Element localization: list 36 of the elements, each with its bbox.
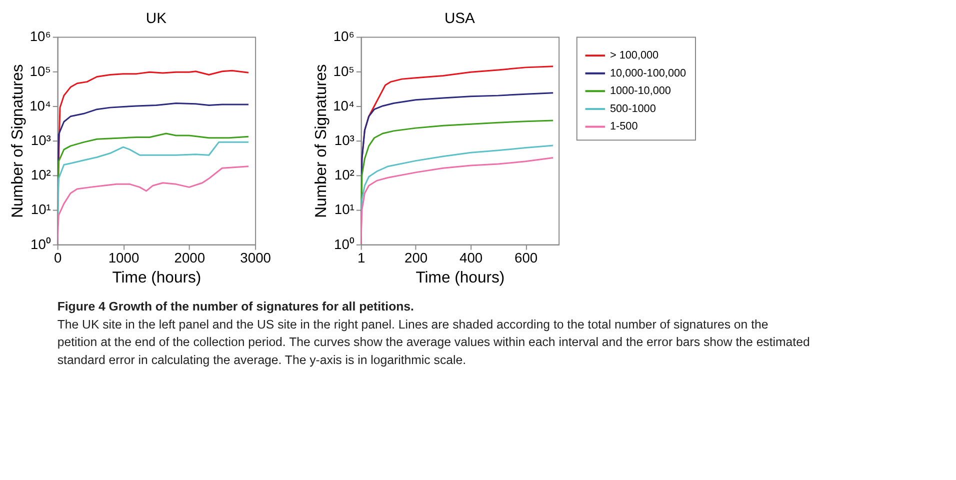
legend-label: 1-500 [610,120,638,133]
y-tick-label: 10³ [334,132,355,148]
x-axis-title: Time (hours) [416,269,505,286]
y-axis-title: Number of Signatures [10,64,27,218]
chart-title: UK [146,10,167,27]
y-tick-label: 10⁰ [30,236,51,252]
y-tick-label: 10⁵ [333,62,354,79]
line-series [57,166,250,244]
text: The UK site in the left panel and the US site in the right panel. Lines are shaded according to the total number of signatures on the petition at the end of the collection period. The curves show the average values within each interval and the error bars show the estimated standard error in calculating the average. The y-axis is in logarithmic scale. [57,317,810,368]
x-tick-label: 200 [404,250,428,266]
x-axis-title: Time (hours) [112,269,202,286]
y-tick-label: 10⁶ [30,28,51,44]
legend-label: 500-1000 [610,102,656,115]
legend-label: 10,000-100,000 [610,67,686,80]
y-tick-label: 10¹ [334,201,355,218]
y-tick-label: 10⁴ [30,97,51,114]
x-tick-label: 2000 [174,250,206,266]
x-tick-label: 600 [514,250,538,266]
y-tick-label: 10⁴ [333,97,354,114]
y-axis-title: Number of Signatures [313,64,330,218]
chart-title: USA [444,10,476,27]
y-tick-label: 10⁰ [334,236,354,252]
x-tick-label: 3000 [240,250,272,266]
y-tick-label: 10¹ [30,201,52,218]
x-tick-label: 1 [357,250,366,266]
y-tick-label: 10³ [30,132,52,148]
y-tick-label: 10² [30,166,52,183]
x-tick-label: 1000 [108,250,140,266]
y-tick-label: 10⁵ [30,62,51,79]
x-tick-label: 0 [54,250,62,266]
y-tick-label: 10⁶ [333,28,354,44]
legend-label: > 100,000 [610,50,659,62]
y-tick-label: 10² [334,166,355,183]
legend-label: 1000-10,000 [610,85,671,98]
x-tick-label: 400 [460,250,483,266]
caption: Figure 4 Growth of the number of signatures for all petitions. [57,300,414,314]
